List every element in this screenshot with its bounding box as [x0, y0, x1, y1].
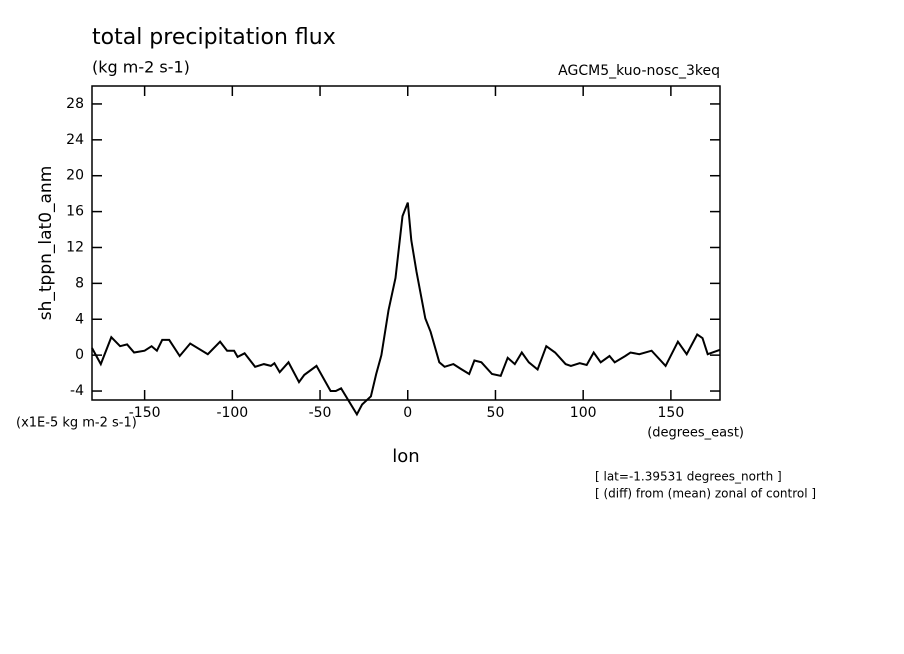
y-tick-label: 0: [75, 347, 84, 363]
plot-frame: [91, 85, 721, 401]
y-axis-label: sh_tppn_lat0_anm: [36, 166, 56, 321]
y-units: (x1E-5 kg m-2 s-1): [16, 416, 137, 431]
y-tick-label: 12: [66, 239, 84, 255]
y-tick-label: 16: [66, 204, 84, 220]
data-line: [91, 202, 721, 417]
x-tick-label: -50: [309, 405, 332, 421]
x-units: (degrees_east): [647, 426, 744, 441]
x-tick-label: 150: [658, 405, 685, 421]
subtitle: (kg m-2 s-1): [92, 58, 190, 77]
x-tick-label: -100: [216, 405, 248, 421]
y-tick-label: 28: [66, 96, 84, 112]
y-tick-label: 8: [75, 275, 84, 291]
y-tick-label: 4: [75, 311, 84, 327]
x-tick-label: 0: [403, 405, 412, 421]
x-tick-label: 50: [487, 405, 505, 421]
y-tick-label: 24: [66, 132, 84, 148]
y-tick-label: -4: [70, 383, 84, 399]
x-tick-label: -150: [129, 405, 161, 421]
annotation: [ lat=-1.39531 degrees_north ]: [595, 470, 782, 484]
annotation: [ (diff) from (mean) zonal of control ]: [595, 487, 816, 501]
y-tick-label: 20: [66, 168, 84, 184]
x-axis-label: lon: [392, 446, 419, 467]
chart-title: total precipitation flux: [92, 25, 336, 50]
x-tick-label: 100: [570, 405, 597, 421]
run-label: AGCM5_kuo-nosc_3keq: [558, 63, 720, 79]
